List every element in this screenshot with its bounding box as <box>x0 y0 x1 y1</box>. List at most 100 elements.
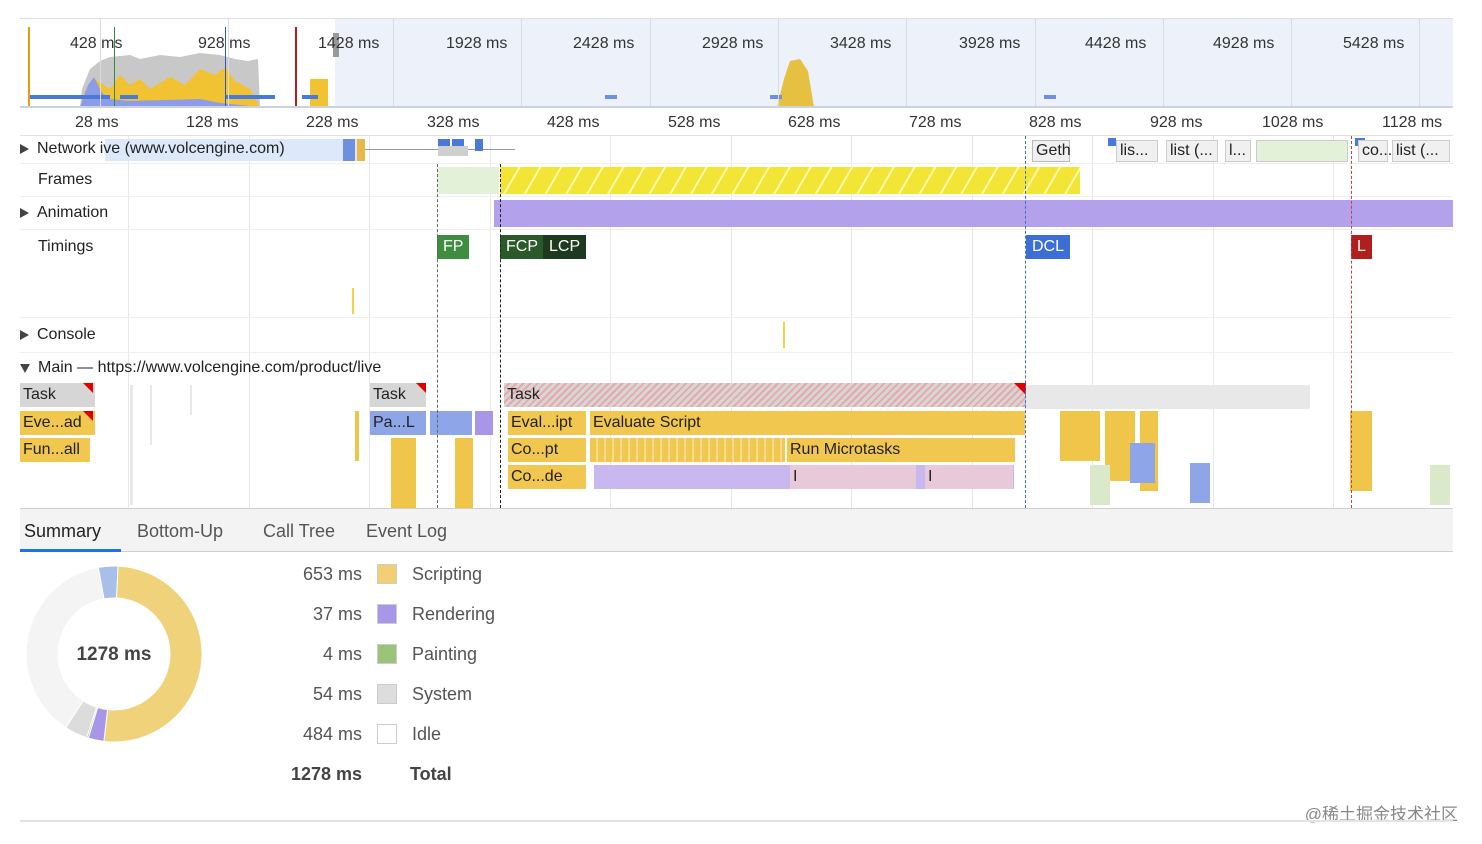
site-watermark: @稀土掘金技术社区 <box>1304 805 1458 824</box>
evaluate-script-block[interactable]: Evaluate Script <box>590 411 1025 435</box>
summary-idle-value: 484 ms <box>302 724 362 744</box>
ruler-tick-label: 628 ms <box>788 114 841 131</box>
frames-track[interactable]: Frames <box>20 164 1453 197</box>
summary-scripting-label: Scripting <box>412 564 483 584</box>
summary-total-label: Total <box>410 764 452 784</box>
donut-slice-scripting <box>103 565 203 743</box>
function-call-block[interactable]: Fun...all <box>20 438 90 462</box>
dcl-marker[interactable]: DCL <box>1026 235 1071 259</box>
ruler-tick-label: 228 ms <box>306 114 359 131</box>
ruler-tick-label: 128 ms <box>186 114 239 131</box>
network-request-bar[interactable]: list (... <box>1166 140 1218 162</box>
network-request-bar[interactable]: co... <box>1358 140 1392 162</box>
compile-code-block[interactable]: Co...de <box>508 465 586 489</box>
event-block[interactable]: Eve...ad <box>20 411 95 435</box>
network-request-bar[interactable]: list (... <box>1392 140 1450 162</box>
task-block[interactable]: Task <box>20 383 95 407</box>
ruler-tick-label: 528 ms <box>668 114 721 131</box>
ruler-tick-label: 928 ms <box>1150 114 1203 131</box>
network-track-label: Network <box>37 140 96 157</box>
ruler-tick-label: 428 ms <box>547 114 600 131</box>
active-tab-indicator <box>20 549 121 552</box>
ruler-tick-label: 1028 ms <box>1262 114 1324 131</box>
summary-painting-label: Painting <box>412 644 478 664</box>
console-track-header[interactable]: Console <box>20 326 96 344</box>
overview-tick-label: 4428 ms <box>1085 35 1147 52</box>
main-track-label: Main — https://www.volcengine.com/produc… <box>38 359 382 376</box>
animation-track-header[interactable]: Animation <box>20 204 108 222</box>
animation-block[interactable] <box>494 200 1453 227</box>
ruler-tick-label: 328 ms <box>427 114 480 131</box>
tab-call-tree[interactable]: Call Tree <box>263 521 336 541</box>
function-block[interactable]: I <box>925 465 1013 489</box>
network-request-bar[interactable]: l... <box>1225 140 1251 162</box>
long-task-block[interactable]: Task <box>504 383 1026 407</box>
idle-swatch <box>377 724 397 744</box>
summary-painting-value: 4 ms <box>322 644 362 664</box>
tab-summary[interactable]: Summary <box>24 521 102 541</box>
animation-track[interactable]: Animation <box>20 197 1453 230</box>
main-track-header[interactable]: Main — https://www.volcengine.com/produc… <box>20 359 381 377</box>
long-task-warning-icon <box>83 411 93 421</box>
network-track[interactable]: Geth lis... list (... l... co... list (.… <box>20 136 1453 164</box>
run-microtasks-block[interactable]: Run Microtasks <box>787 438 1015 462</box>
painting-swatch <box>377 644 397 664</box>
console-track-label: Console <box>37 326 96 343</box>
timings-track-label: Timings <box>38 238 94 255</box>
main-flame-chart[interactable]: Task Task Task Eve...ad Pa...L Eval...ip… <box>20 383 1453 508</box>
evaluate-script-block[interactable]: Eval...ipt <box>508 411 586 435</box>
compile-script-block[interactable]: Co...pt <box>508 438 586 462</box>
animation-track-label: Animation <box>37 204 109 221</box>
timeline-overview[interactable]: 428 ms 928 ms 1428 ms 1928 ms 2428 ms 29… <box>20 18 1453 108</box>
console-track[interactable]: Console <box>20 318 1453 353</box>
summary-donut-chart <box>25 565 203 743</box>
scripting-swatch <box>377 564 397 584</box>
network-request-bar[interactable]: Geth <box>1032 140 1071 162</box>
overview-tick-label: 928 ms <box>198 35 251 52</box>
overview-tick-label: 1428 ms <box>318 35 380 52</box>
network-track-header[interactable]: Network ive (www.volcengine.com) <box>20 140 285 158</box>
overview-tick-label: 428 ms <box>70 35 123 52</box>
expand-triangle-icon[interactable] <box>20 330 29 340</box>
overview-tick-label: 2928 ms <box>702 35 764 52</box>
parse-html-block[interactable]: Pa...L <box>370 411 426 435</box>
system-swatch <box>377 684 397 704</box>
network-request-bar[interactable]: lis... <box>1116 140 1158 162</box>
overview-tick-label: 3928 ms <box>959 35 1021 52</box>
main-track-header-row[interactable]: Main — https://www.volcengine.com/produc… <box>20 353 1453 383</box>
timings-track[interactable]: Timings FP FCP LCP DCL L <box>20 230 1453 318</box>
expand-triangle-icon[interactable] <box>20 144 29 154</box>
summary-system-label: System <box>412 684 473 704</box>
collapse-triangle-icon[interactable] <box>20 363 30 373</box>
lcp-marker[interactable]: LCP <box>543 235 587 259</box>
summary-total-value: 1278 ms <box>290 764 362 784</box>
tab-event-log[interactable]: Event Log <box>366 521 448 541</box>
fp-marker[interactable]: FP <box>437 235 470 259</box>
network-request-bar[interactable] <box>105 139 365 161</box>
frames-track-header: Frames <box>20 171 92 189</box>
expand-triangle-icon[interactable] <box>20 208 29 218</box>
summary-idle-label: Idle <box>412 724 442 744</box>
function-block[interactable]: I <box>790 465 916 489</box>
summary-rendering-label: Rendering <box>412 604 496 624</box>
load-marker[interactable]: L <box>1351 235 1372 259</box>
time-ruler[interactable]: 28 ms 128 ms 228 ms 328 ms 428 ms 528 ms… <box>20 108 1453 136</box>
details-tabs[interactable]: Summary Bottom-Up Call Tree Event Log <box>20 508 1453 552</box>
donut-slice-idle <box>25 566 105 729</box>
ruler-tick-label: 728 ms <box>909 114 962 131</box>
overview-tick-label: 2428 ms <box>573 35 635 52</box>
tab-bottom-up[interactable]: Bottom-Up <box>137 521 224 541</box>
network-track-url: ive (www.volcengine.com) <box>99 140 285 157</box>
overview-tick-label: 5428 ms <box>1343 35 1405 52</box>
long-task-warning-icon <box>416 383 426 393</box>
overview-tick-label: 1928 ms <box>446 35 508 52</box>
timings-track-header: Timings <box>20 238 93 256</box>
frame-block[interactable] <box>437 167 499 194</box>
fcp-marker[interactable]: FCP <box>500 235 544 259</box>
frames-track-label: Frames <box>38 171 93 188</box>
network-request-bar[interactable] <box>1256 140 1348 162</box>
summary-rendering-value: 37 ms <box>312 604 362 624</box>
ruler-tick-label: 828 ms <box>1029 114 1082 131</box>
ruler-tick-label: 28 ms <box>75 114 119 131</box>
frame-block-dropped[interactable] <box>500 167 1080 194</box>
